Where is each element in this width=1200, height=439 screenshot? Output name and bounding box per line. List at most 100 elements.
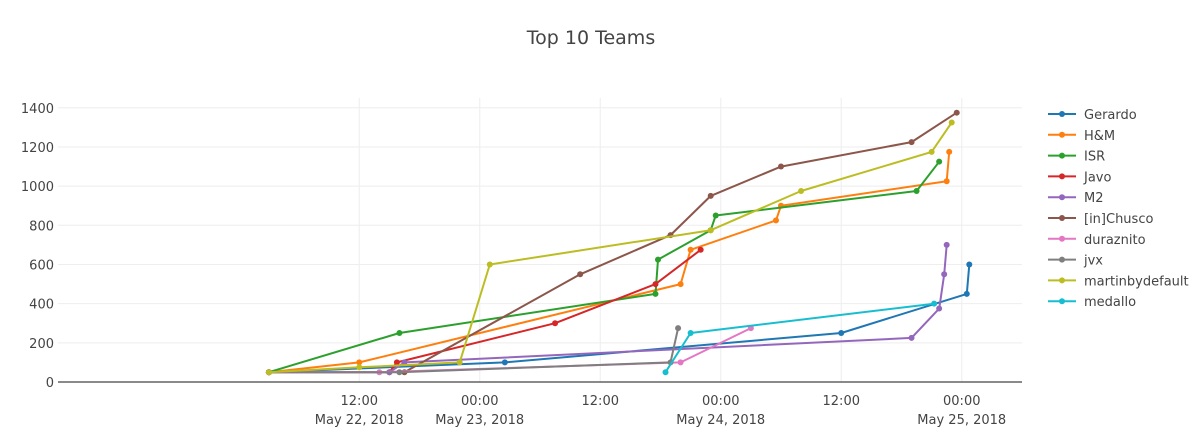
legend-label: M2 [1084,191,1104,206]
data-point [772,217,779,224]
legend-swatch-marker [1059,111,1065,117]
data-point [966,261,973,268]
data-point [501,359,508,366]
data-point [654,256,661,263]
data-point [675,325,682,332]
plot-area [265,109,973,376]
data-point [393,359,400,366]
series-9 [662,300,938,376]
legend-item[interactable]: M2 [1048,191,1104,206]
y-axis: 0 200 400 600 800 1000 1200 1400 [21,102,54,391]
y-tick-label: 0 [46,376,54,391]
x-tick-label: 12:00 [582,394,619,409]
data-point [677,281,684,288]
series-line [268,327,680,374]
legend-label: medallo [1084,295,1136,310]
data-point [652,281,659,288]
data-point [908,139,915,146]
series-8 [265,119,955,376]
data-point [707,192,714,199]
data-point [943,241,950,248]
data-point [707,227,714,234]
data-point [356,359,363,366]
y-tick-label: 400 [29,298,54,313]
x-tick-label: 12:00 [341,394,378,409]
legend-label: [in]Chusco [1084,212,1153,227]
y-tick-label: 200 [29,337,54,352]
data-point [908,334,915,341]
data-point [936,305,943,312]
legend-swatch-marker [1059,152,1065,159]
legend-item[interactable]: martinbydefault [1048,274,1189,289]
data-point [265,369,272,376]
data-point [486,261,493,268]
legend-swatch-marker [1059,194,1065,201]
data-point [697,246,704,253]
data-point [946,148,953,155]
legend-label: martinbydefault [1084,274,1189,289]
legend-swatch-marker [1059,298,1065,305]
legend-label: duraznito [1084,233,1146,248]
y-tick-label: 1000 [21,180,54,195]
x-axis: 12:00 May 22, 2018 00:00 May 23, 2018 12:00 0… [58,381,1022,428]
y-tick-label: 600 [29,258,54,273]
x-tick-label: 00:00 [943,394,980,409]
data-point [798,188,805,195]
data-point [948,119,955,126]
data-point [928,148,935,155]
legend-swatch-marker [1059,173,1065,180]
series-line [268,161,940,374]
x-tick-label: 12:00 [823,394,860,409]
legend-item[interactable]: ISR [1048,150,1105,165]
series-line [268,121,953,374]
data-point [712,212,719,219]
chart-title: Top 10 Teams [526,27,655,49]
data-point [687,246,694,253]
legend-item[interactable]: jvx [1048,254,1103,269]
data-point [652,290,659,297]
legend-item[interactable]: H&M [1048,129,1115,144]
legend-item[interactable]: Javo [1048,170,1111,185]
x-tick-label: 00:00 [702,394,739,409]
x-tick-label: 00:00 [461,394,498,409]
legend-item[interactable]: medallo [1048,295,1136,310]
legend-item[interactable]: [in]Chusco [1048,212,1153,227]
y-tick-label: 1200 [21,141,54,156]
legend-label: jvx [1083,254,1103,269]
data-point [396,330,403,337]
legend-swatch-marker [1059,256,1065,263]
data-point [552,320,559,327]
legend-swatch-marker [1059,215,1065,221]
legend-label: Gerardo [1084,108,1137,123]
data-point [778,163,784,170]
data-point [838,330,845,337]
data-point [677,359,684,366]
x-tick-date-label: May 25, 2018 [917,413,1006,428]
data-point [401,359,408,366]
data-point [943,178,950,185]
legend-swatch-marker [1059,277,1065,284]
data-point [963,290,970,297]
data-point [396,369,403,376]
legend-label: Javo [1083,170,1111,185]
data-point [936,158,943,165]
legend-label: H&M [1084,129,1115,144]
y-tick-label: 1400 [21,102,54,117]
legend-item[interactable]: Gerardo [1048,108,1137,123]
legend-item[interactable]: duraznito [1048,233,1146,248]
data-point [941,271,948,278]
series-line [268,151,951,374]
legend: Gerardo H&M ISR Javo M2 [in]Chusco duraznito jv… [1048,108,1189,310]
x-tick-date-label: May 24, 2018 [676,413,765,428]
data-point [687,330,694,337]
legend-swatch-marker [1059,131,1065,138]
data-point [356,364,363,371]
data-point [931,300,938,307]
data-point [456,359,463,366]
data-point [913,188,920,195]
data-point [577,271,584,278]
y-tick-label: 800 [29,219,54,234]
data-point [662,369,669,376]
legend-label: ISR [1084,150,1105,165]
